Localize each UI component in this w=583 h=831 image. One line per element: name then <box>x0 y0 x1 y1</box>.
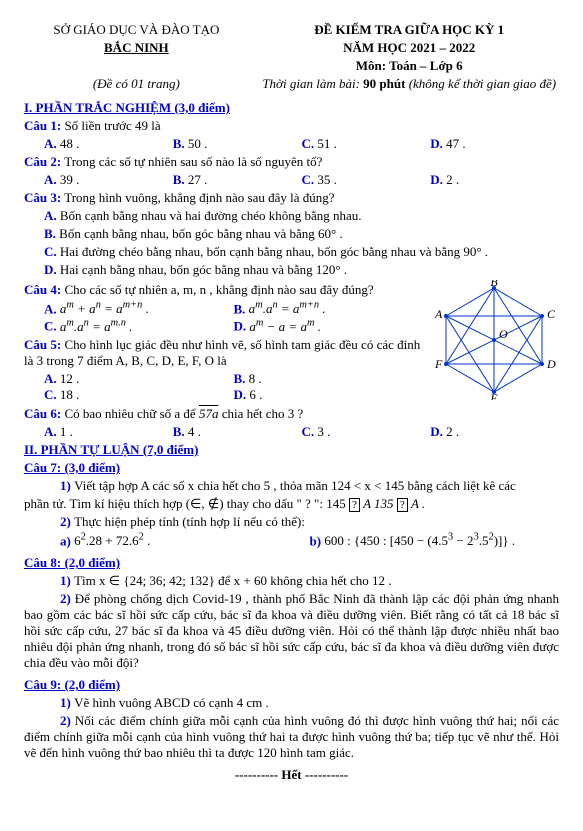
hex-E: E <box>489 391 498 400</box>
q4-row1: A. am + an = am+n . B. am.an = am+n . <box>44 300 423 317</box>
q7-p2: 2) Thực hiện phép tính (tính hợp lí nếu … <box>60 514 559 530</box>
q4-text: Cho các số tự nhiên a, m, n , khẳng định… <box>64 282 373 297</box>
q3: Câu 3: Trong hình vuông, khẳng định nào … <box>24 190 559 206</box>
q4: Câu 4: Cho các số tự nhiên a, m, n , khẳ… <box>24 282 423 298</box>
q3-C: C. Hai đường chéo bằng nhau, bốn cạnh bằ… <box>44 244 559 260</box>
box-icon: ? <box>397 498 408 512</box>
q3-text: Trong hình vuông, khẳng định nào sau đây… <box>64 190 334 205</box>
q1-D: 47 . <box>446 136 466 151</box>
q4-D: am − a = am . <box>249 319 321 334</box>
q5-text: Cho hình lục giác đều như hình vẽ, số hì… <box>24 337 420 368</box>
q5-A: 12 . <box>60 371 80 386</box>
q4-A: am + an = am+n . <box>60 301 149 316</box>
q2-text: Trong các số tự nhiên sau số nào là số n… <box>64 154 322 169</box>
hex-B: B <box>490 280 498 289</box>
dept-line: SỞ GIÁO DỤC VÀ ĐÀO TẠO <box>24 22 249 38</box>
time-note: (không kể thời gian giao đề) <box>409 76 556 91</box>
q1-text: Số liền trước 49 là <box>64 118 160 133</box>
q3-label: Câu 3: <box>24 190 61 205</box>
q7-calc: a) 62.28 + 72.62 . b) 600 : {450 : [450 … <box>60 532 559 549</box>
q2-A: 39 . <box>60 172 80 187</box>
hex-A: A <box>434 307 443 321</box>
q6-text-post: chia hết cho 3 ? <box>218 406 303 421</box>
pages-line: (Đề có 01 trang) <box>24 76 249 92</box>
q4-row2: C. am.an = am.n . D. am − a = am . <box>44 317 423 334</box>
q6-label: Câu 6: <box>24 406 61 421</box>
q2-C: 35 . <box>317 172 337 187</box>
q1-options: A. 48 . B. 50 . C. 51 . D. 47 . <box>44 136 559 152</box>
q2-label: Câu 2: <box>24 154 61 169</box>
q1-A: 48 . <box>60 136 80 151</box>
q5-label: Câu 5: <box>24 337 61 352</box>
q8-p1: 1) Tìm x ∈ {24; 36; 42; 132} để x + 60 k… <box>60 573 559 589</box>
q3-A: A. Bốn cạnh bằng nhau và hai đường chéo … <box>44 208 559 224</box>
section2-title: II. PHẦN TỰ LUẬN (7,0 điểm) <box>24 442 559 458</box>
q2-options: A. 39 . B. 27 . C. 35 . D. 2 . <box>44 172 559 188</box>
q1-B-label: B. <box>173 136 188 151</box>
q5: Câu 5: Cho hình lục giác đều như hình vẽ… <box>24 337 423 369</box>
q4-B: am.an = am+n . <box>249 301 326 316</box>
header-left: SỞ GIÁO DỤC VÀ ĐÀO TẠO BẮC NINH (Đề có 0… <box>24 20 249 94</box>
hex-D: D <box>546 357 556 371</box>
hex-O: O <box>499 327 508 341</box>
q6-options: A. 1 . B. 4 . C. 3 . D. 2 . <box>44 424 559 440</box>
q6-B: 4 . <box>188 424 201 439</box>
hex-F: F <box>434 357 443 371</box>
exam-subject: Môn: Toán – Lớp 6 <box>259 58 559 74</box>
q3-D: D. Hai cạnh bằng nhau, bốn góc bằng nhau… <box>44 262 559 278</box>
q7-a: 62.28 + 72.62 . <box>74 533 150 548</box>
exam-year: NĂM HỌC 2021 – 2022 <box>259 40 559 56</box>
province-line: BẮC NINH <box>24 40 249 56</box>
box-icon: ? <box>349 498 360 512</box>
q4-C: am.an = am.n . <box>60 319 133 334</box>
q1-C-label: C. <box>302 136 318 151</box>
q9-p2: 2) Nối các điểm chính giữa mỗi cạnh của … <box>24 713 559 761</box>
q1-D-label: D. <box>430 136 446 151</box>
q6-overline: 57a <box>199 406 219 421</box>
q1: Câu 1: Số liền trước 49 là <box>24 118 559 134</box>
q9-p1: 1) Vẽ hình vuông ABCD có cạnh 4 cm . <box>60 695 559 711</box>
time-label: Thời gian làm bài: <box>262 76 360 91</box>
exam-title: ĐỀ KIỂM TRA GIỮA HỌC KỲ 1 <box>259 22 559 38</box>
q6-C: 3 . <box>317 424 330 439</box>
q9-label: Câu 9: (2,0 điểm) <box>24 677 559 693</box>
hexagon-figure: B C D E F A O <box>429 280 559 404</box>
q4-label: Câu 4: <box>24 282 61 297</box>
q2: Câu 2: Trong các số tự nhiên sau số nào … <box>24 154 559 170</box>
q1-B: 50 . <box>188 136 208 151</box>
q5-D: 6 . <box>249 387 262 402</box>
hex-C: C <box>547 307 556 321</box>
q7-label: Câu 7: (3,0 điểm) <box>24 460 559 476</box>
q6-A: 1 . <box>60 424 73 439</box>
q3-B: B. Bốn cạnh bằng nhau, bốn góc bằng nhau… <box>44 226 559 242</box>
q2-D: 2 . <box>446 172 459 187</box>
header-right: ĐỀ KIỂM TRA GIỮA HỌC KỲ 1 NĂM HỌC 2021 –… <box>259 20 559 94</box>
q8-label: Câu 8: (2,0 điểm) <box>24 555 559 571</box>
q6: Câu 6: Có bao nhiêu chữ số a để 57a chia… <box>24 406 559 422</box>
q1-C: 51 . <box>317 136 337 151</box>
end-line: ---------- Hết ---------- <box>24 767 559 783</box>
q1-A-label: A. <box>44 136 60 151</box>
q2-B: 27 . <box>188 172 208 187</box>
q4-q5-row: Câu 4: Cho các số tự nhiên a, m, n , khẳ… <box>24 280 559 404</box>
section1-title: I. PHẦN TRẮC NGHIỆM (3,0 điểm) <box>24 100 559 116</box>
q7-p1a: 1) Viết tập hợp A các số x chia hết cho … <box>60 478 559 494</box>
time-value: 90 phút <box>363 76 405 91</box>
q5-B: 8 . <box>249 371 262 386</box>
header: SỞ GIÁO DỤC VÀ ĐÀO TẠO BẮC NINH (Đề có 0… <box>24 20 559 94</box>
q7-b: 600 : {450 : [450 − (4.53 − 23.52)]} . <box>324 533 515 548</box>
q5-C: 18 . <box>60 387 80 402</box>
q7-p1b: phần tử. Tìm kí hiệu thích hợp (∈, ∉) th… <box>24 496 559 512</box>
q6-text-pre: Có bao nhiêu chữ số a để <box>64 406 199 421</box>
q6-D: 2 . <box>446 424 459 439</box>
q5-row1: A. 12 . B. 8 . <box>44 371 423 387</box>
q5-row2: C. 18 . D. 6 . <box>44 387 423 403</box>
time-line: Thời gian làm bài: 90 phút (không kể thờ… <box>259 76 559 92</box>
q1-label: Câu 1: <box>24 118 61 133</box>
q8-p2: 2) Để phòng chống dịch Covid-19 , thành … <box>24 591 559 671</box>
